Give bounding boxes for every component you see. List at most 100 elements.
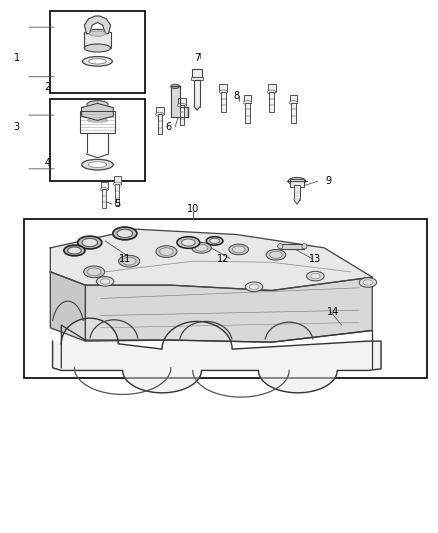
Ellipse shape — [119, 255, 140, 267]
Ellipse shape — [100, 188, 108, 191]
Ellipse shape — [363, 280, 373, 285]
Ellipse shape — [302, 244, 307, 249]
Ellipse shape — [181, 239, 195, 246]
Ellipse shape — [229, 244, 249, 255]
Ellipse shape — [89, 113, 106, 115]
Ellipse shape — [89, 31, 106, 36]
Polygon shape — [194, 107, 200, 110]
Text: 14: 14 — [327, 307, 339, 317]
Polygon shape — [53, 318, 381, 393]
Ellipse shape — [87, 118, 107, 122]
Ellipse shape — [171, 84, 180, 88]
Bar — [191, 77, 203, 80]
Polygon shape — [50, 272, 85, 341]
Text: 7: 7 — [194, 53, 200, 62]
Ellipse shape — [177, 103, 186, 107]
Ellipse shape — [88, 161, 106, 167]
Bar — [50, 99, 145, 181]
Ellipse shape — [359, 278, 377, 287]
Bar — [219, 84, 227, 92]
Polygon shape — [81, 103, 113, 120]
Bar — [221, 92, 226, 112]
Text: 3: 3 — [14, 122, 20, 132]
Bar — [102, 189, 106, 208]
Ellipse shape — [81, 159, 113, 170]
Polygon shape — [84, 16, 110, 34]
Bar — [50, 11, 145, 93]
Bar — [158, 115, 162, 134]
Text: 6: 6 — [166, 122, 172, 132]
Ellipse shape — [210, 238, 219, 244]
Bar — [87, 133, 109, 154]
Ellipse shape — [232, 246, 245, 253]
Ellipse shape — [67, 247, 81, 254]
Bar — [180, 106, 184, 125]
Ellipse shape — [307, 271, 324, 281]
Ellipse shape — [177, 237, 200, 248]
Polygon shape — [294, 200, 300, 204]
Ellipse shape — [100, 279, 110, 284]
Text: 10: 10 — [187, 205, 199, 214]
Text: 1: 1 — [14, 53, 20, 62]
Ellipse shape — [245, 282, 263, 292]
Bar — [114, 176, 121, 184]
Ellipse shape — [84, 44, 110, 52]
Bar — [291, 103, 296, 123]
Ellipse shape — [159, 248, 173, 255]
Text: 8: 8 — [233, 91, 240, 101]
Ellipse shape — [269, 252, 283, 258]
Ellipse shape — [155, 112, 164, 116]
Ellipse shape — [219, 90, 228, 94]
Polygon shape — [87, 154, 109, 158]
Bar — [244, 95, 251, 103]
Text: 12: 12 — [217, 254, 230, 263]
Polygon shape — [50, 229, 372, 290]
Bar — [290, 179, 304, 187]
Ellipse shape — [289, 101, 298, 104]
Ellipse shape — [87, 268, 101, 276]
Bar — [178, 98, 186, 106]
Ellipse shape — [87, 101, 108, 108]
Bar — [84, 32, 110, 48]
Ellipse shape — [113, 182, 121, 186]
Bar — [101, 182, 108, 189]
Ellipse shape — [122, 257, 136, 265]
Bar — [245, 103, 250, 123]
Ellipse shape — [249, 284, 259, 289]
Text: 9: 9 — [325, 176, 332, 186]
Ellipse shape — [78, 236, 102, 249]
Bar — [80, 111, 115, 133]
Ellipse shape — [82, 56, 112, 66]
Ellipse shape — [192, 243, 211, 253]
Ellipse shape — [278, 244, 283, 249]
Text: 11: 11 — [119, 254, 131, 263]
Ellipse shape — [206, 237, 223, 245]
Bar — [290, 95, 297, 103]
Ellipse shape — [288, 177, 306, 185]
Ellipse shape — [84, 29, 110, 38]
Bar — [24, 219, 427, 378]
Ellipse shape — [311, 273, 320, 279]
Bar — [294, 185, 300, 200]
Ellipse shape — [82, 238, 98, 247]
Bar — [280, 244, 304, 249]
Ellipse shape — [156, 246, 177, 257]
Polygon shape — [85, 277, 372, 342]
Bar — [116, 184, 119, 205]
Ellipse shape — [195, 244, 208, 251]
Bar — [269, 92, 274, 112]
Text: 13: 13 — [309, 254, 321, 263]
Ellipse shape — [86, 106, 109, 109]
Ellipse shape — [96, 277, 114, 286]
Text: 5: 5 — [114, 199, 120, 209]
Text: 4: 4 — [44, 158, 50, 167]
Ellipse shape — [113, 227, 137, 240]
Ellipse shape — [117, 229, 133, 238]
Bar — [194, 80, 200, 107]
Ellipse shape — [84, 266, 105, 278]
Ellipse shape — [267, 90, 276, 94]
Bar — [192, 69, 202, 77]
Ellipse shape — [64, 245, 85, 256]
Ellipse shape — [243, 101, 252, 104]
Bar — [268, 84, 276, 92]
